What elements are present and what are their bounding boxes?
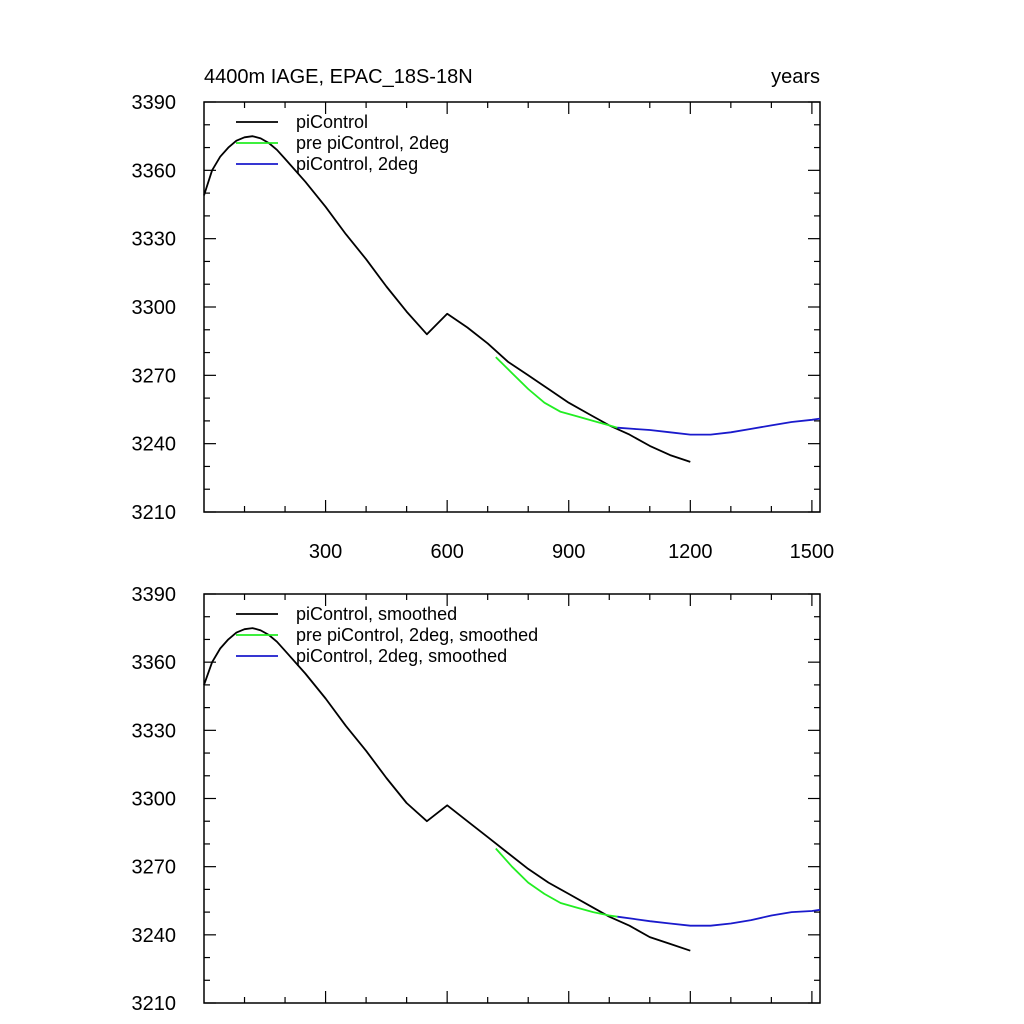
y-tick-label: 3330 (132, 720, 177, 742)
chart-right-title: years (771, 66, 820, 88)
legend-label: piControl (296, 112, 368, 132)
x-tick-label: 1200 (668, 541, 713, 563)
y-tick-label: 3240 (132, 925, 177, 947)
y-tick-label: 3210 (132, 502, 177, 524)
x-tick-label: 900 (552, 541, 585, 563)
series-line-2 (617, 417, 821, 436)
y-tick-label: 3240 (132, 434, 177, 456)
y-tick-label: 3300 (132, 789, 177, 811)
legend-label: pre piControl, 2deg (296, 133, 449, 153)
y-tick-label: 3330 (132, 229, 177, 251)
x-tick-label: 300 (309, 541, 342, 563)
x-tick-label: 600 (430, 541, 463, 563)
y-tick-label: 3270 (132, 365, 177, 387)
y-tick-label: 3360 (132, 160, 177, 182)
x-tick-label: 1500 (790, 541, 835, 563)
series-line-0 (203, 627, 691, 952)
chart-title: 4400m IAGE, EPAC_18S-18N (204, 66, 473, 88)
y-tick-label: 3300 (132, 297, 177, 319)
series-line-2 (617, 908, 821, 927)
y-tick-label: 3210 (132, 993, 177, 1015)
legend-label: piControl, 2deg (296, 154, 418, 174)
y-tick-label: 3360 (132, 652, 177, 674)
series-line-1 (495, 847, 618, 918)
legend-label: piControl, 2deg, smoothed (296, 646, 507, 666)
series-line-0 (203, 135, 691, 463)
y-tick-label: 3390 (132, 584, 177, 606)
legend-label: piControl, smoothed (296, 604, 457, 624)
y-tick-label: 3270 (132, 857, 177, 879)
series-line-1 (495, 356, 618, 429)
legend-label: pre piControl, 2deg, smoothed (296, 625, 538, 645)
y-tick-label: 3390 (132, 92, 177, 114)
